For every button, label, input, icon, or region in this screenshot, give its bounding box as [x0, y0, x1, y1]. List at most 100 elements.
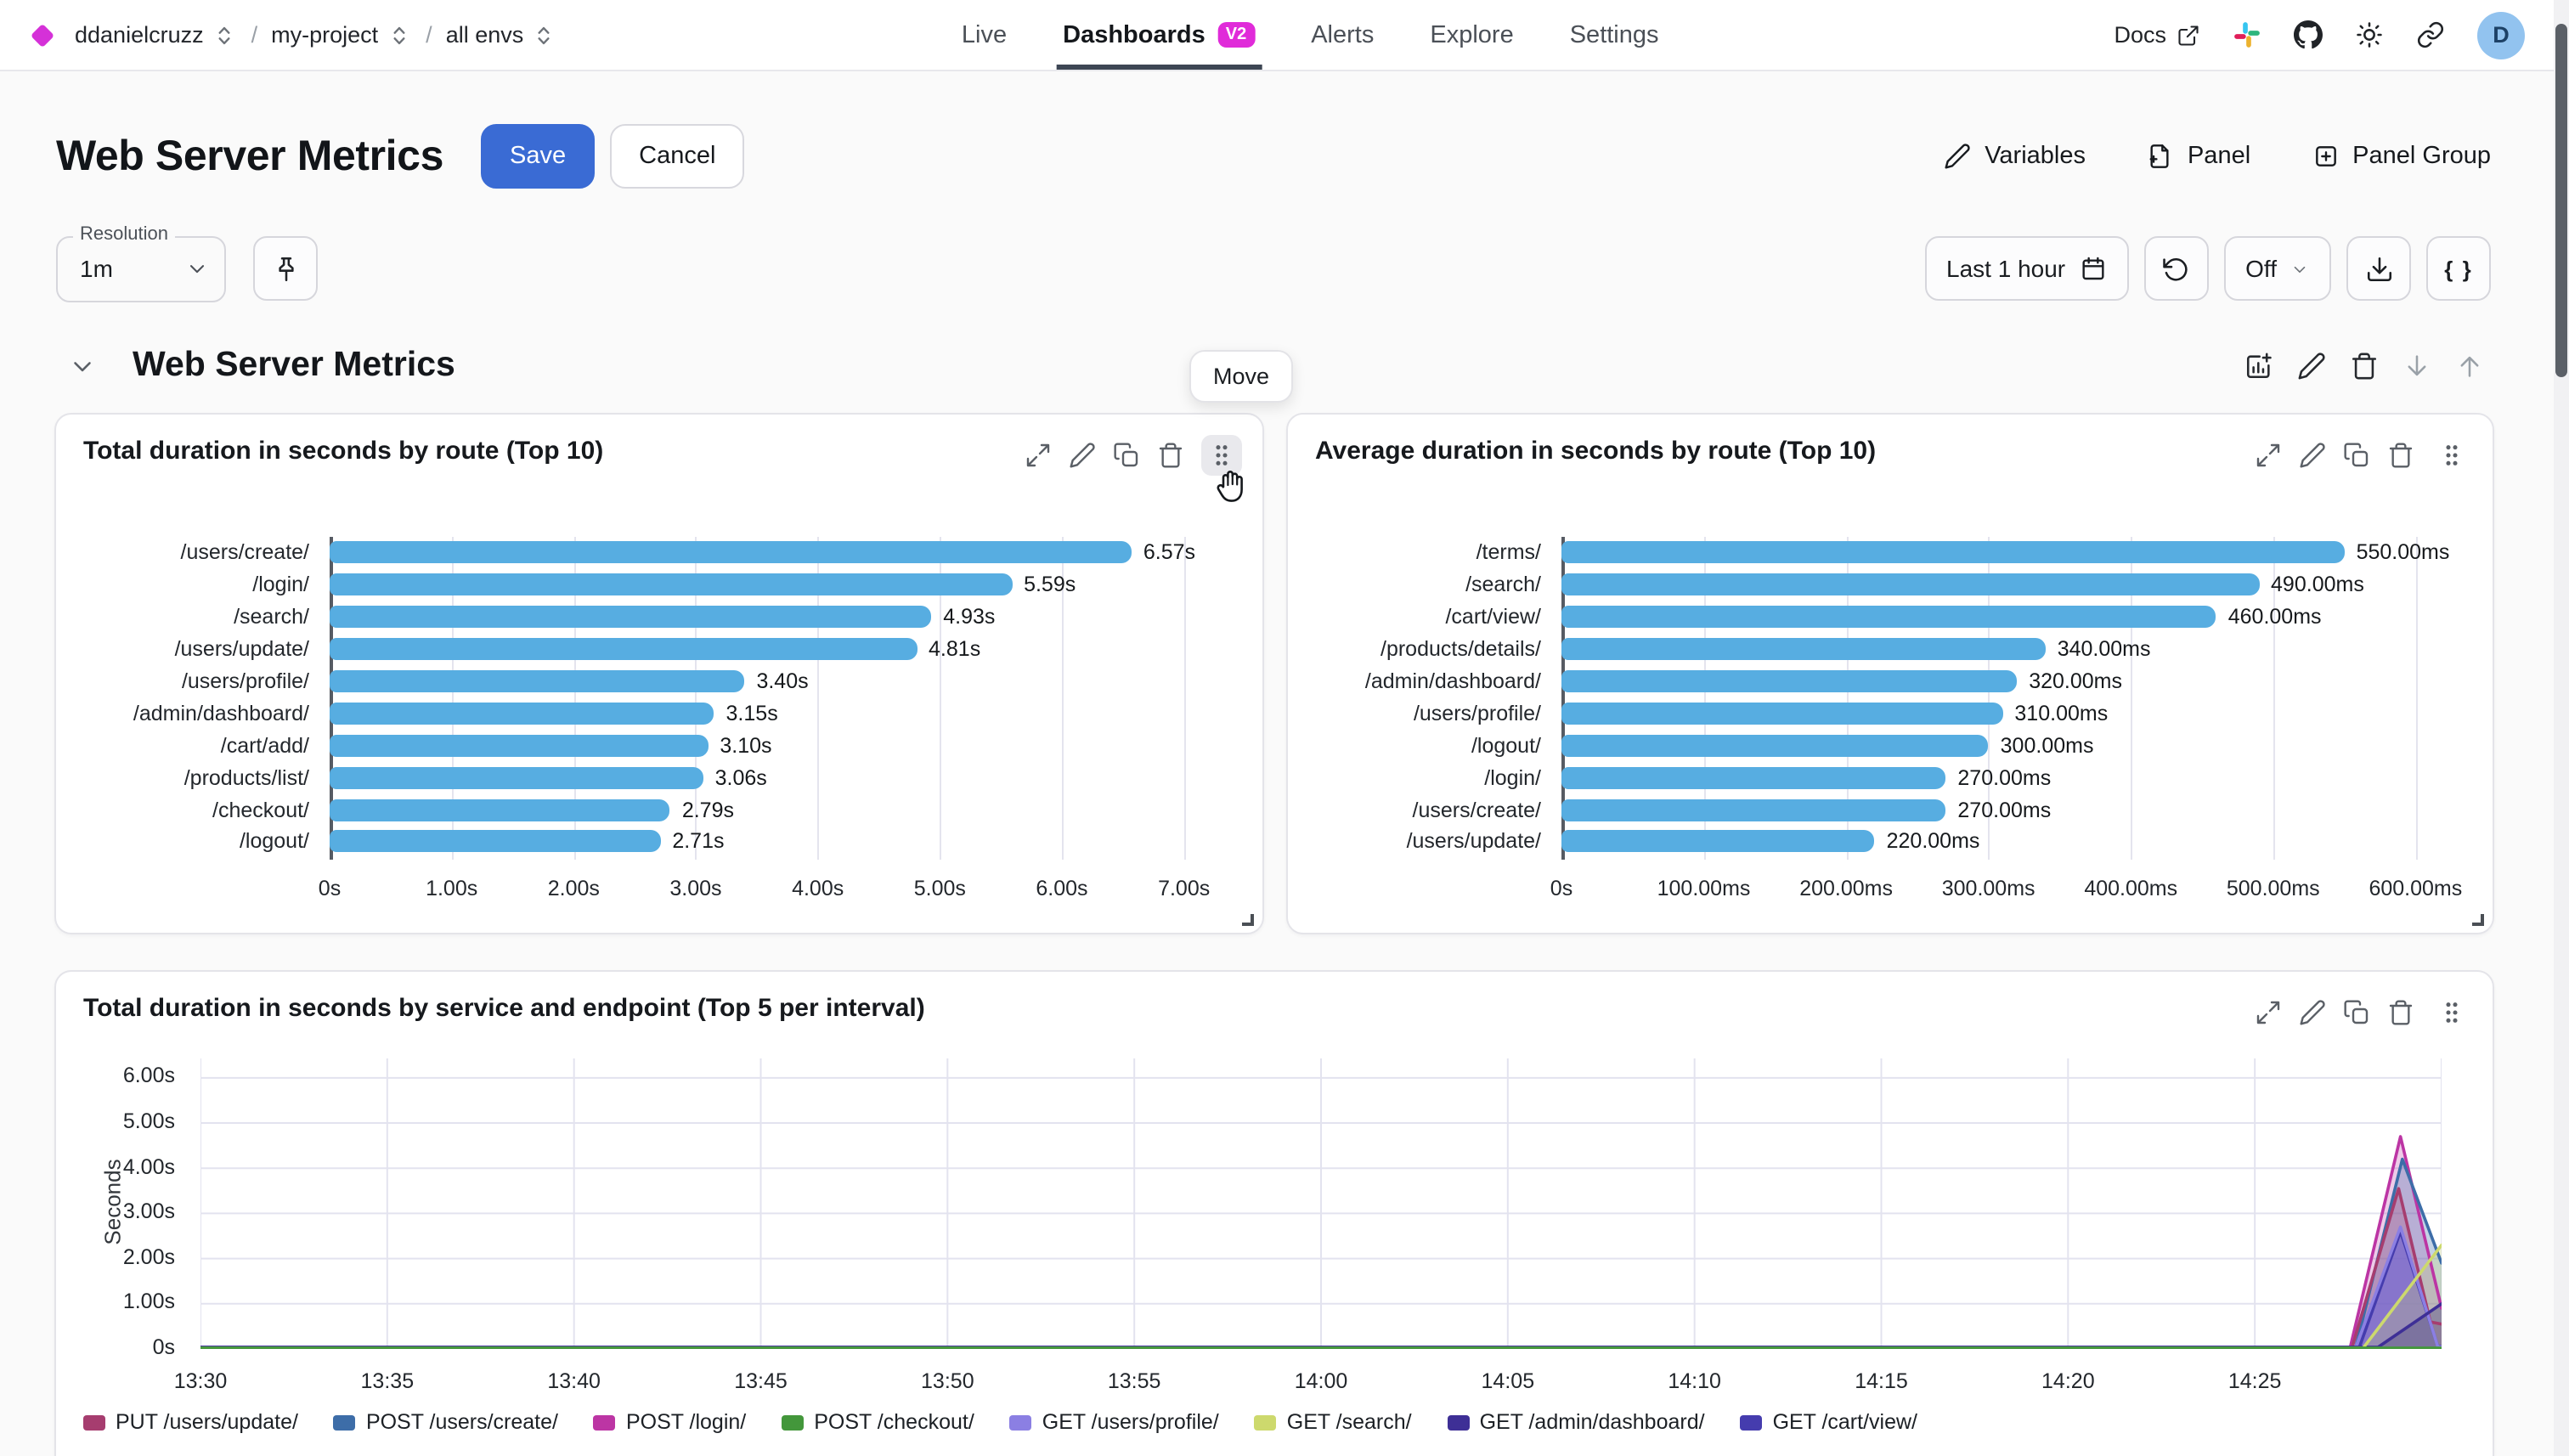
bar-category-label: /users/profile/	[1413, 701, 1541, 725]
x-axis-tick-label: 14:05	[1481, 1369, 1535, 1393]
bar-category-label: /search/	[234, 605, 309, 629]
bar-row: /users/update/4.81s	[83, 633, 1235, 665]
bar-track: 4.93s	[330, 601, 1235, 634]
bar-value-label: 460.00ms	[2227, 605, 2322, 629]
scrollbar-thumb[interactable]	[2555, 24, 2567, 377]
brand-logo-icon	[30, 22, 55, 48]
time-range-button[interactable]: Last 1 hour	[1924, 236, 2129, 301]
delete-icon[interactable]	[2350, 351, 2379, 380]
bar-value-label: 3.15s	[726, 701, 778, 725]
panel-label: Panel	[2187, 143, 2251, 170]
bar-track: 340.00ms	[1561, 633, 2465, 665]
braces-icon: { }	[2444, 256, 2473, 281]
panel-group-label: Panel Group	[2352, 143, 2491, 170]
breadcrumb-project[interactable]: my-project	[271, 21, 412, 48]
docs-link[interactable]: Docs	[2114, 22, 2200, 48]
drag-handle[interactable]	[1201, 435, 1242, 476]
bar-category-label: /logout/	[1471, 733, 1541, 758]
refresh-icon	[2161, 254, 2190, 283]
resolution-select[interactable]: Resolution 1m	[56, 223, 226, 302]
title-row: Web Server Metrics Save Cancel Variables…	[56, 122, 2491, 190]
delete-icon[interactable]	[1157, 442, 1184, 469]
edit-icon[interactable]	[1069, 442, 1096, 469]
pin-button[interactable]	[253, 236, 318, 301]
legend-item[interactable]: GET /admin/dashboard/	[1447, 1410, 1705, 1434]
bar-category-label: /logout/	[239, 829, 309, 854]
expand-icon[interactable]	[1025, 442, 1052, 469]
legend-item[interactable]: PUT /users/update/	[83, 1410, 298, 1434]
nav-alerts[interactable]: Alerts	[1311, 0, 1374, 70]
save-button[interactable]: Save	[481, 124, 596, 189]
nav-explore[interactable]: Explore	[1430, 0, 1513, 70]
page-scrollbar[interactable]	[2554, 0, 2569, 1456]
bar	[330, 766, 703, 789]
grip-icon	[2438, 442, 2465, 469]
github-icon[interactable]	[2294, 20, 2323, 49]
edit-icon[interactable]	[2299, 999, 2326, 1026]
bar	[1561, 638, 2046, 661]
page-title: Web Server Metrics	[56, 132, 443, 179]
auto-refresh-select[interactable]: Off	[2223, 236, 2331, 301]
bar	[1561, 734, 1989, 757]
duplicate-icon[interactable]	[2343, 999, 2370, 1026]
slack-icon[interactable]	[2233, 20, 2261, 49]
legend-item[interactable]: POST /checkout/	[782, 1410, 974, 1434]
bar-category-label: /users/update/	[174, 637, 309, 662]
x-axis-tick-label: 6.00s	[1036, 877, 1088, 900]
panel-actions	[1025, 435, 1242, 476]
bar-row: /search/4.93s	[83, 601, 1235, 634]
nav-settings[interactable]: Settings	[1570, 0, 1659, 70]
delete-icon[interactable]	[2387, 442, 2414, 469]
refresh-button[interactable]	[2143, 236, 2209, 301]
json-button[interactable]: { }	[2426, 236, 2491, 301]
x-axis-tick-label: 13:45	[734, 1369, 788, 1393]
sort-chevrons-icon	[211, 21, 238, 48]
bar	[330, 606, 932, 629]
legend-swatch	[1447, 1414, 1470, 1430]
expand-icon[interactable]	[2255, 442, 2282, 469]
legend-item[interactable]: GET /cart/view/	[1740, 1410, 1917, 1434]
bar-category-label: /users/profile/	[181, 669, 309, 693]
time-range-label: Last 1 hour	[1946, 255, 2066, 282]
cancel-button[interactable]: Cancel	[610, 124, 745, 189]
nav-live[interactable]: Live	[962, 0, 1007, 70]
delete-icon[interactable]	[2387, 999, 2414, 1026]
collapse-chevron-icon[interactable]	[68, 351, 97, 380]
legend-swatch	[782, 1414, 805, 1430]
bar-value-label: 3.06s	[714, 765, 767, 790]
edit-icon[interactable]	[2297, 351, 2326, 380]
breadcrumb: ddanielcruzz / my-project / all envs	[0, 21, 557, 48]
breadcrumb-env[interactable]: all envs	[446, 21, 558, 48]
legend-item[interactable]: GET /users/profile/	[1009, 1410, 1219, 1434]
avatar[interactable]: D	[2477, 11, 2525, 59]
resize-handle[interactable]	[2472, 914, 2484, 926]
legend-item[interactable]: POST /users/create/	[333, 1410, 558, 1434]
add-panel-button[interactable]: Panel	[2147, 143, 2250, 170]
panel-group-title: Web Server Metrics	[133, 345, 455, 384]
legend-item[interactable]: POST /login/	[593, 1410, 746, 1434]
edit-icon[interactable]	[2299, 442, 2326, 469]
add-panel-group-button[interactable]: Panel Group	[2312, 143, 2491, 170]
move-down-icon[interactable]	[2402, 351, 2431, 380]
nav-dashboards[interactable]: Dashboards V2	[1056, 0, 1262, 70]
resize-handle[interactable]	[1242, 914, 1254, 926]
x-axis-tick-label: 13:50	[921, 1369, 974, 1393]
move-up-icon[interactable]	[2455, 351, 2484, 380]
download-button[interactable]	[2346, 236, 2411, 301]
bar-row: /cart/add/3.10s	[83, 730, 1235, 762]
duplicate-icon[interactable]	[1113, 442, 1140, 469]
drag-handle[interactable]	[2431, 992, 2472, 1033]
share-link-icon[interactable]	[2416, 20, 2445, 49]
theme-toggle-sun-icon[interactable]	[2355, 20, 2384, 49]
main-nav: Live Dashboards V2 Alerts Explore Settin…	[962, 0, 1659, 70]
bar-category-label: /login/	[252, 573, 309, 597]
duplicate-icon[interactable]	[2343, 442, 2370, 469]
breadcrumb-org[interactable]: ddanielcruzz	[75, 21, 238, 48]
drag-handle[interactable]	[2431, 435, 2472, 476]
bar	[330, 541, 1132, 564]
expand-icon[interactable]	[2255, 999, 2282, 1026]
legend-item[interactable]: GET /search/	[1254, 1410, 1412, 1434]
variables-label: Variables	[1985, 143, 2086, 170]
variables-button[interactable]: Variables	[1944, 143, 2086, 170]
add-chart-icon[interactable]	[2244, 351, 2273, 380]
